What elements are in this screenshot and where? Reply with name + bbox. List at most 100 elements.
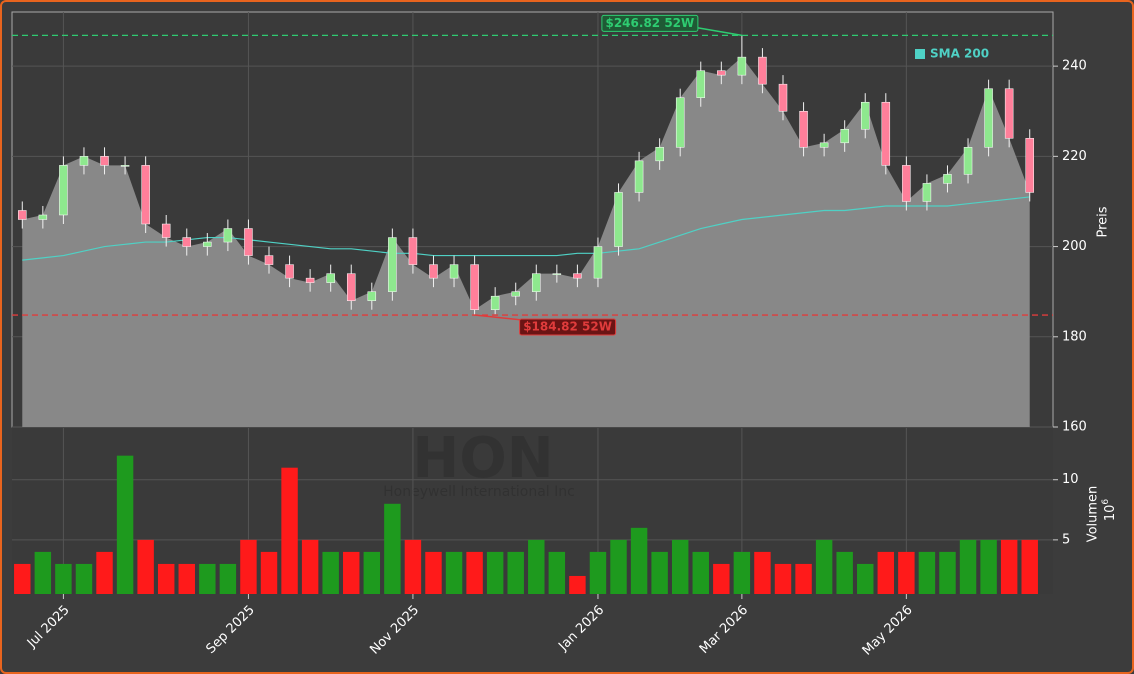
candle-body <box>922 183 932 202</box>
candle-body <box>532 273 541 292</box>
candle-body <box>161 223 171 238</box>
volume-bar <box>733 551 751 594</box>
volume-bar <box>877 551 895 594</box>
candle-body <box>778 83 788 112</box>
candle-body <box>984 88 993 148</box>
y-tick-label: 200 <box>1062 239 1087 254</box>
annotation-label: $246.82 52W <box>605 16 694 30</box>
volume-axis-label: Volumen <box>1086 486 1101 543</box>
candle-body <box>182 237 192 247</box>
candle-body <box>819 142 829 148</box>
volume-bar <box>939 551 956 594</box>
volume-bar <box>75 563 93 594</box>
candle-body <box>840 129 849 144</box>
x-tick-label: Mar 2026 <box>697 603 751 657</box>
volume-bar <box>610 539 627 594</box>
volume-bar <box>137 539 154 594</box>
candle-body <box>717 70 726 76</box>
candle-body <box>203 241 212 247</box>
watermark-symbol: HON <box>412 426 553 491</box>
candle-body <box>367 291 377 301</box>
volume-bar <box>959 539 977 594</box>
x-tick-label: Jul 2025 <box>24 603 73 652</box>
candle-body <box>511 291 520 297</box>
volume-bar <box>14 563 31 594</box>
candle-body <box>675 97 685 148</box>
candle-body <box>881 101 891 166</box>
candle-body <box>490 295 500 310</box>
volume-bar <box>486 551 504 594</box>
candle-body <box>573 273 582 279</box>
volume-bar <box>199 563 216 594</box>
annotation-box <box>601 14 699 32</box>
volume-bar <box>260 551 278 594</box>
candle-body <box>758 56 767 85</box>
candle-body <box>18 210 27 220</box>
y-tick-label: 5 <box>1062 532 1070 547</box>
volume-bar <box>1000 539 1018 594</box>
volume-bar <box>774 563 792 594</box>
candle-body <box>100 156 109 166</box>
candle-body <box>38 214 48 220</box>
candle-body <box>614 192 623 247</box>
candle-body <box>326 273 335 283</box>
candle-body <box>902 165 911 202</box>
volume-bar <box>507 551 524 594</box>
volume-bar <box>219 563 237 594</box>
candle-body <box>264 255 274 265</box>
volume-bar <box>754 551 771 594</box>
y-tick-label: 10 <box>1062 472 1079 487</box>
x-tick-label: May 2026 <box>860 603 916 659</box>
volume-bar <box>322 551 339 594</box>
candle-body <box>737 56 747 76</box>
volume-bar <box>384 503 401 594</box>
volume-bar <box>466 551 483 594</box>
candle-body <box>799 110 808 148</box>
volume-bar <box>281 467 298 594</box>
candle-body <box>963 147 973 175</box>
volume-bar <box>815 539 833 594</box>
volume-bar <box>157 563 175 594</box>
volume-bar <box>178 563 195 594</box>
volume-bar <box>528 539 545 594</box>
price-area <box>22 57 1030 427</box>
candle-body <box>943 174 952 184</box>
candle-body <box>388 237 397 292</box>
volume-bar <box>836 551 853 594</box>
volume-bar <box>34 551 52 594</box>
candle-body <box>59 165 68 216</box>
candle-body <box>305 277 315 283</box>
scale-exponent: 6 <box>1101 499 1111 505</box>
annotation-box <box>519 318 617 336</box>
x-tick-label: Sep 2025 <box>203 603 257 657</box>
x-tick-label: Jan 2026 <box>555 603 607 655</box>
volume-bar <box>651 551 668 594</box>
candle-body <box>860 101 870 130</box>
candle-body <box>285 264 294 279</box>
y-tick-label: 220 <box>1062 149 1087 164</box>
candle-body <box>696 70 706 98</box>
volume-bar <box>343 551 360 594</box>
volume-bar <box>857 563 874 594</box>
candle-body <box>79 156 89 166</box>
y-tick-label: 240 <box>1062 59 1087 74</box>
volume-bar <box>445 551 463 594</box>
candle-body <box>429 264 438 279</box>
candle-body <box>449 264 459 279</box>
candle-body <box>141 165 150 225</box>
watermark-company: Honeywell International Inc <box>383 484 575 500</box>
volume-bar <box>404 539 422 594</box>
volume-bar <box>240 539 257 594</box>
candle-body <box>244 228 253 256</box>
volume-bar <box>548 551 566 594</box>
volume-bar <box>713 563 730 594</box>
legend-label: SMA 200 <box>930 47 989 61</box>
volume-bar <box>116 455 134 594</box>
volume-scale: 106 <box>1101 499 1118 522</box>
volume-bar <box>96 551 113 594</box>
candle-body <box>655 147 664 162</box>
scale-base: 10 <box>1103 505 1118 522</box>
volume-bar <box>1021 539 1038 594</box>
volume-bar <box>363 551 381 594</box>
